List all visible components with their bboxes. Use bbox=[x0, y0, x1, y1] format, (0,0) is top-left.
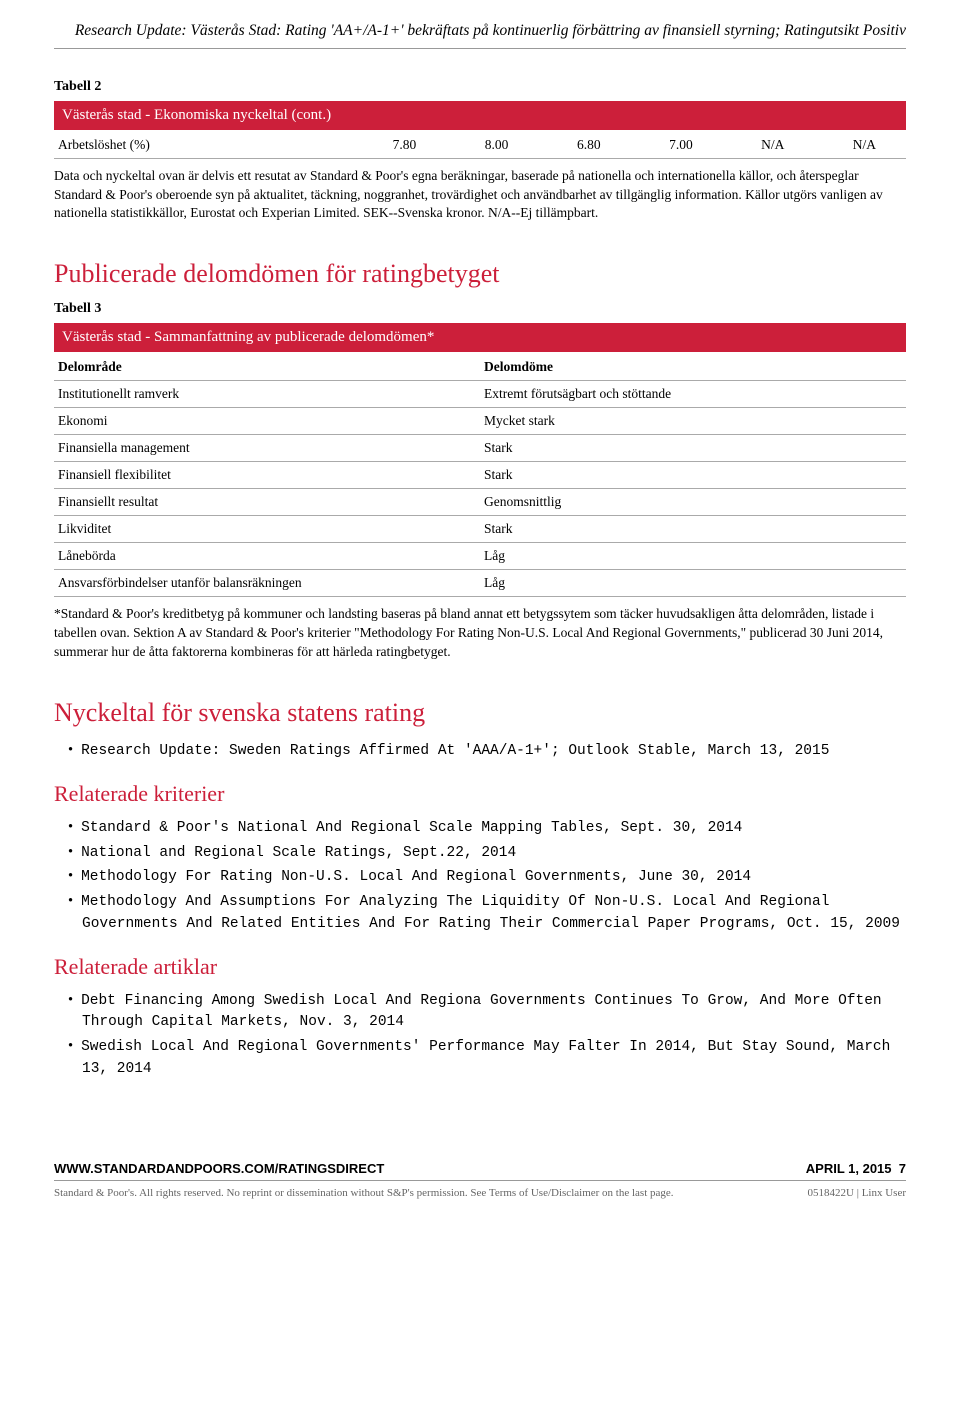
list-item: Standard & Poor's National And Regional … bbox=[54, 817, 906, 840]
section-heading-artiklar: Relaterade artiklar bbox=[54, 954, 906, 980]
table3-footnote: *Standard & Poor's kreditbetyg på kommun… bbox=[54, 605, 906, 662]
cell: 7.80 bbox=[354, 132, 446, 159]
list-item: Debt Financing Among Swedish Local And R… bbox=[54, 990, 906, 1035]
list-nyckeltal: Research Update: Sweden Ratings Affirmed… bbox=[54, 740, 906, 763]
table-row: Finansiella managementStark bbox=[54, 435, 906, 462]
footer-date: APRIL 1, 2015 bbox=[806, 1161, 892, 1176]
table2: Arbetslöshet (%) 7.80 8.00 6.80 7.00 N/A… bbox=[54, 132, 906, 159]
list-item: National and Regional Scale Ratings, Sep… bbox=[54, 842, 906, 865]
cell: Finansiell flexibilitet bbox=[54, 462, 480, 489]
cell: Lånebörda bbox=[54, 543, 480, 570]
cell: Institutionellt ramverk bbox=[54, 381, 480, 408]
table2-title-bar: Västerås stad - Ekonomiska nyckeltal (co… bbox=[54, 101, 906, 130]
section-heading-nyckeltal: Nyckeltal för svenska statens rating bbox=[54, 698, 906, 728]
cell: Extremt förutsägbart och stöttande bbox=[480, 381, 906, 408]
cell: Ansvarsförbindelser utanför balansräknin… bbox=[54, 570, 480, 597]
list-item: Methodology And Assumptions For Analyzin… bbox=[54, 891, 906, 936]
cell: Likviditet bbox=[54, 516, 480, 543]
footer-page: 7 bbox=[899, 1161, 906, 1176]
cell: Stark bbox=[480, 462, 906, 489]
table-row: EkonomiMycket stark bbox=[54, 408, 906, 435]
cell: Stark bbox=[480, 516, 906, 543]
table-row: Institutionellt ramverkExtremt förutsägb… bbox=[54, 381, 906, 408]
header-divider bbox=[54, 48, 906, 49]
list-item: Swedish Local And Regional Governments' … bbox=[54, 1036, 906, 1081]
cell: 6.80 bbox=[538, 132, 630, 159]
cell: Finansiellt resultat bbox=[54, 489, 480, 516]
cell: Mycket stark bbox=[480, 408, 906, 435]
table-row: LånebördaLåg bbox=[54, 543, 906, 570]
footer-disclaimer: Standard & Poor's. All rights reserved. … bbox=[54, 1187, 674, 1199]
table3-label: Tabell 3 bbox=[54, 301, 906, 317]
table3-title-bar: Västerås stad - Sammanfattning av public… bbox=[54, 323, 906, 352]
table-row: Finansiellt resultatGenomsnittlig bbox=[54, 489, 906, 516]
footer-date-page: APRIL 1, 2015 7 bbox=[806, 1161, 906, 1176]
cell: Finansiella management bbox=[54, 435, 480, 462]
table3: Delområde Delomdöme Institutionellt ramv… bbox=[54, 354, 906, 597]
cell: Stark bbox=[480, 435, 906, 462]
cell: Ekonomi bbox=[54, 408, 480, 435]
table2-footnote: Data och nyckeltal ovan är delvis ett re… bbox=[54, 167, 906, 224]
table-row: Ansvarsförbindelser utanför balansräknin… bbox=[54, 570, 906, 597]
row-label: Arbetslöshet (%) bbox=[54, 132, 354, 159]
list-item: Methodology For Rating Non-U.S. Local An… bbox=[54, 866, 906, 889]
list-kriterier: Standard & Poor's National And Regional … bbox=[54, 817, 906, 936]
section-heading-kriterier: Relaterade kriterier bbox=[54, 781, 906, 807]
table2-label: Tabell 2 bbox=[54, 79, 906, 95]
cell: Genomsnittlig bbox=[480, 489, 906, 516]
table-row: Arbetslöshet (%) 7.80 8.00 6.80 7.00 N/A… bbox=[54, 132, 906, 159]
list-artiklar: Debt Financing Among Swedish Local And R… bbox=[54, 990, 906, 1081]
col-head: Delområde bbox=[54, 354, 480, 381]
table-row: LikviditetStark bbox=[54, 516, 906, 543]
table-row: Finansiell flexibilitetStark bbox=[54, 462, 906, 489]
cell: N/A bbox=[723, 132, 815, 159]
page-footer: WWW.STANDARDANDPOORS.COM/RATINGSDIRECT A… bbox=[54, 1161, 906, 1213]
section-heading-delomdomen: Publicerade delomdömen för ratingbetyget bbox=[54, 259, 906, 289]
cell: Låg bbox=[480, 570, 906, 597]
cell: N/A bbox=[814, 132, 906, 159]
cell: Låg bbox=[480, 543, 906, 570]
table-head-row: Delområde Delomdöme bbox=[54, 354, 906, 381]
list-item: Research Update: Sweden Ratings Affirmed… bbox=[54, 740, 906, 763]
cell: 8.00 bbox=[446, 132, 538, 159]
footer-url: WWW.STANDARDANDPOORS.COM/RATINGSDIRECT bbox=[54, 1161, 384, 1176]
cell: 7.00 bbox=[631, 132, 723, 159]
footer-code: 0518422U | Linx User bbox=[808, 1187, 906, 1199]
col-head: Delomdöme bbox=[480, 354, 906, 381]
page-header-title: Research Update: Västerås Stad: Rating '… bbox=[54, 20, 906, 42]
